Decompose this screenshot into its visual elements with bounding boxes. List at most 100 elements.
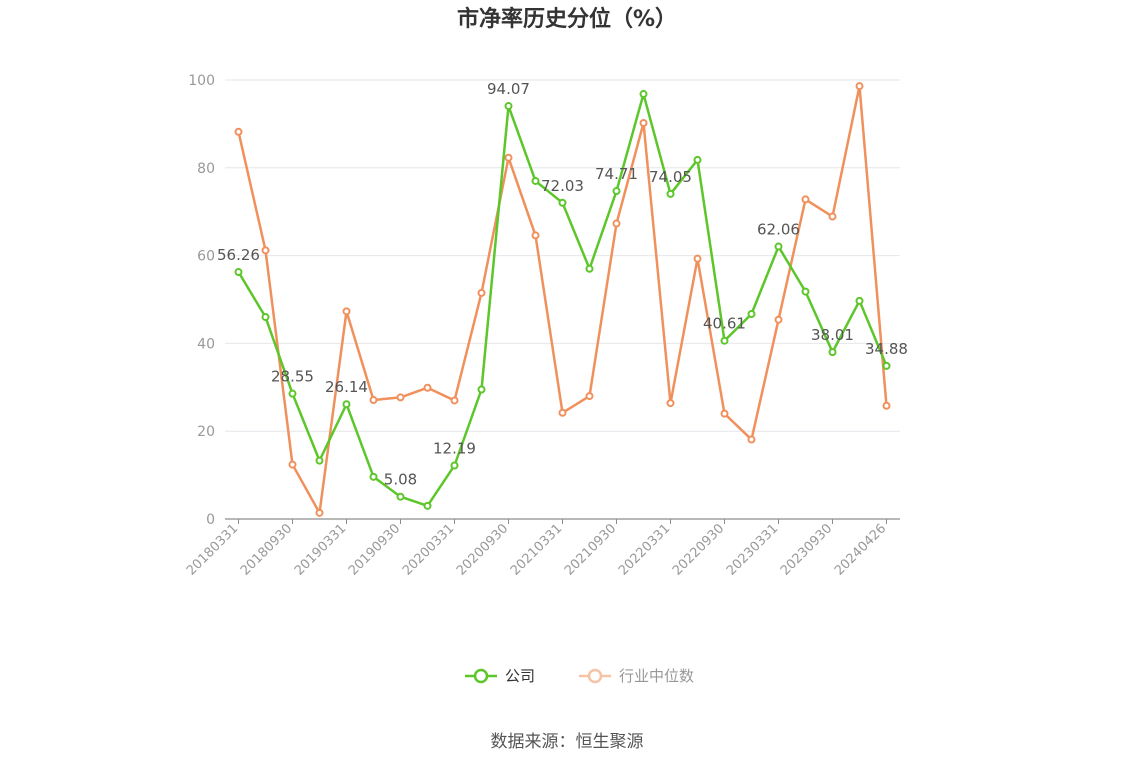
data-label: 38.01 — [811, 326, 854, 344]
data-point[interactable] — [693, 155, 702, 164]
data-point[interactable] — [828, 348, 837, 357]
data-point[interactable] — [477, 385, 486, 394]
data-point[interactable] — [504, 102, 513, 111]
data-point[interactable] — [747, 309, 756, 318]
data-point[interactable] — [828, 212, 837, 221]
data-label: 56.26 — [217, 246, 260, 264]
data-point[interactable] — [261, 246, 270, 255]
data-point[interactable] — [855, 82, 864, 91]
data-point[interactable] — [801, 287, 810, 296]
data-label: 26.14 — [325, 378, 368, 396]
legend-item-1[interactable]: 行业中位数 — [579, 667, 694, 685]
data-label: 94.07 — [487, 80, 530, 98]
data-point[interactable] — [585, 392, 594, 401]
data-point[interactable] — [288, 389, 297, 398]
x-tick-label: 20210331 — [508, 521, 565, 578]
data-point[interactable] — [531, 231, 540, 240]
data-label: 28.55 — [271, 368, 314, 386]
data-point[interactable] — [477, 288, 486, 297]
data-point[interactable] — [450, 461, 459, 470]
chart-title: 市净率历史分位（%） — [457, 6, 677, 32]
data-label: 72.03 — [541, 177, 584, 195]
source-note: 数据来源：恒生聚源 — [491, 732, 644, 752]
data-point[interactable] — [423, 383, 432, 392]
x-tick-label: 20240426 — [832, 521, 889, 578]
data-point[interactable] — [396, 492, 405, 501]
data-point[interactable] — [855, 296, 864, 305]
data-point[interactable] — [315, 508, 324, 517]
x-tick-label: 20200930 — [454, 521, 511, 578]
data-point[interactable] — [693, 254, 702, 263]
data-point[interactable] — [720, 409, 729, 418]
series-1 — [234, 82, 891, 517]
grid-lines — [225, 79, 900, 432]
x-tick-label: 20190930 — [346, 521, 403, 578]
data-point[interactable] — [369, 396, 378, 405]
data-point[interactable] — [342, 307, 351, 316]
x-tick-label: 20220331 — [616, 521, 673, 578]
data-point[interactable] — [234, 127, 243, 136]
data-point[interactable] — [558, 198, 567, 207]
data-labels: 56.26 28.55 26.14 5.08 12.19 94.07 72.03 74.71 7… — [217, 80, 908, 489]
y-tick-label: 20 — [197, 424, 215, 440]
data-point[interactable] — [639, 119, 648, 128]
data-point[interactable] — [666, 399, 675, 408]
x-tick-label: 20180331 — [184, 521, 241, 578]
data-point[interactable] — [234, 268, 243, 277]
legend-item-0[interactable]: 公司 — [465, 667, 535, 685]
legend-marker — [473, 668, 489, 684]
legend[interactable]: 公司 行业中位数 — [465, 667, 694, 685]
data-point[interactable] — [882, 361, 891, 370]
y-axis: 0 20 40 60 80 100 — [188, 73, 215, 528]
data-point[interactable] — [531, 176, 540, 185]
series-layer — [234, 82, 891, 517]
data-label: 74.71 — [595, 165, 638, 183]
data-point[interactable] — [720, 336, 729, 345]
data-point[interactable] — [774, 242, 783, 251]
data-point[interactable] — [882, 401, 891, 410]
data-point[interactable] — [585, 264, 594, 273]
legend-label: 行业中位数 — [619, 667, 694, 685]
data-point[interactable] — [801, 195, 810, 204]
data-point[interactable] — [747, 435, 756, 444]
data-point[interactable] — [288, 460, 297, 469]
data-point[interactable] — [612, 219, 621, 228]
y-tick-label: 80 — [197, 161, 215, 177]
data-label: 40.61 — [703, 315, 746, 333]
data-point[interactable] — [423, 501, 432, 510]
legend-marker — [587, 668, 603, 684]
data-label: 74.05 — [649, 168, 692, 186]
y-tick-label: 100 — [188, 73, 215, 89]
data-label: 34.88 — [865, 340, 908, 358]
data-point[interactable] — [639, 90, 648, 99]
x-tick-label: 20180930 — [238, 521, 295, 578]
data-point[interactable] — [315, 456, 324, 465]
x-tick-label: 20210930 — [562, 521, 619, 578]
y-tick-label: 60 — [197, 249, 215, 265]
x-axis: 2018033120180930201903312019093020200331… — [184, 518, 900, 579]
data-label: 62.06 — [757, 221, 800, 239]
y-tick-label: 40 — [197, 336, 215, 352]
data-point[interactable] — [450, 396, 459, 405]
x-tick-label: 20200331 — [400, 521, 457, 578]
x-tick-label: 20190331 — [292, 521, 349, 578]
data-point[interactable] — [558, 408, 567, 417]
data-point[interactable] — [774, 315, 783, 324]
data-point[interactable] — [666, 189, 675, 198]
data-label: 5.08 — [384, 471, 417, 489]
data-point[interactable] — [504, 153, 513, 162]
y-tick-label: 0 — [206, 512, 215, 528]
legend-label: 公司 — [505, 667, 535, 685]
data-point[interactable] — [342, 400, 351, 409]
data-point[interactable] — [369, 472, 378, 481]
series-0 — [234, 90, 891, 510]
x-tick-label: 20220930 — [670, 521, 727, 578]
series-line — [237, 84, 888, 515]
data-point[interactable] — [396, 393, 405, 402]
data-point[interactable] — [612, 187, 621, 196]
series-line — [237, 92, 888, 508]
data-label: 12.19 — [433, 439, 476, 457]
data-point[interactable] — [261, 313, 270, 322]
